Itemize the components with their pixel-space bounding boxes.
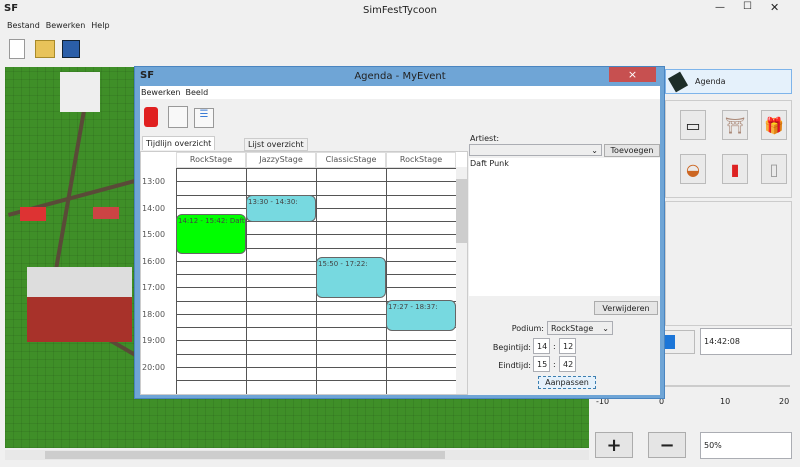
list-view-icon[interactable]: ☰ bbox=[194, 108, 214, 128]
end-hour-input[interactable]: 15 bbox=[533, 356, 550, 372]
agenda-button[interactable]: Agenda bbox=[665, 69, 792, 94]
window-title: SimFestTycoon bbox=[363, 5, 437, 16]
event-block[interactable]: 15:50 - 17:22: bbox=[316, 257, 386, 298]
clock-display: 14:42:08 bbox=[700, 328, 792, 355]
app-logo: SF bbox=[4, 3, 19, 14]
toilet-paper-icon[interactable]: ▯ bbox=[761, 154, 787, 184]
new-file-icon[interactable] bbox=[9, 39, 25, 59]
fries-icon[interactable]: ▮ bbox=[722, 154, 748, 184]
stage-header: RockStage bbox=[176, 152, 246, 168]
podium-select[interactable]: RockStage ⌄ bbox=[547, 321, 613, 335]
timeline-view-icon[interactable] bbox=[168, 106, 188, 128]
artist-label: Artiest: bbox=[470, 134, 500, 143]
stage-building[interactable] bbox=[27, 267, 132, 342]
end-separator: : bbox=[553, 360, 556, 369]
menu-bar: Bestand Bewerken Help bbox=[7, 21, 110, 30]
tick-label: 10 bbox=[720, 397, 731, 406]
gate-icon[interactable]: ⛩ bbox=[722, 110, 748, 140]
begin-hour-input[interactable]: 14 bbox=[533, 338, 550, 354]
list-item[interactable]: Daft Punk bbox=[470, 159, 509, 168]
stage-header: RockStage bbox=[386, 152, 456, 168]
zoom-out-button[interactable]: − bbox=[648, 432, 686, 458]
tab-timeline[interactable]: Tijdlijn overzicht bbox=[142, 136, 216, 150]
grid-column-line bbox=[386, 168, 387, 394]
timeline-scrollbar[interactable] bbox=[456, 167, 467, 394]
trash-icon[interactable] bbox=[144, 107, 158, 127]
end-label: Eindtijd: bbox=[498, 361, 531, 370]
dialog-title: Agenda - MyEvent bbox=[354, 71, 446, 82]
artist-list[interactable]: Daft Punk bbox=[469, 158, 660, 296]
tent[interactable] bbox=[60, 72, 100, 112]
begin-label: Begintijd: bbox=[492, 343, 531, 352]
chevron-down-icon: ⌄ bbox=[591, 145, 598, 155]
save-icon[interactable] bbox=[62, 40, 80, 58]
speed-slider[interactable] bbox=[598, 385, 790, 387]
event-block[interactable]: 17:27 - 18:37: bbox=[386, 299, 456, 331]
dialog-logo: SF bbox=[140, 70, 155, 81]
podium-label: Podium: bbox=[511, 324, 544, 333]
open-folder-icon[interactable] bbox=[35, 40, 55, 58]
hour-label: 19:00 bbox=[142, 336, 166, 345]
tick-label: -10 bbox=[596, 397, 610, 406]
dialog-body: Bewerken Beeld ☰ Tijdlijn overzicht Lijs… bbox=[140, 86, 660, 395]
chevron-down-icon: ⌄ bbox=[602, 323, 609, 333]
maximize-button[interactable]: ☐ bbox=[743, 1, 752, 12]
item-palette bbox=[665, 100, 792, 198]
menu-help[interactable]: Help bbox=[91, 21, 110, 30]
dialog-menu: Bewerken Beeld bbox=[140, 86, 660, 99]
add-artist-button[interactable]: Toevoegen bbox=[604, 144, 660, 157]
agenda-dialog: SF Agenda - MyEvent × Bewerken Beeld ☰ T… bbox=[134, 66, 665, 399]
apply-button[interactable]: Aanpassen bbox=[538, 376, 596, 389]
slider-ticks: -10 0 10 20 bbox=[596, 397, 792, 409]
end-minute-input[interactable]: 42 bbox=[559, 356, 576, 372]
gift-icon[interactable]: 🎁 bbox=[761, 110, 787, 140]
menu-beeld[interactable]: Beeld bbox=[185, 88, 209, 97]
agenda-label: Agenda bbox=[695, 77, 726, 86]
remove-button[interactable]: Verwijderen bbox=[594, 301, 658, 315]
minimize-button[interactable]: — bbox=[715, 2, 725, 13]
podium-value: RockStage bbox=[551, 323, 594, 333]
food-stand[interactable] bbox=[93, 207, 119, 219]
hour-label: 18:00 bbox=[142, 309, 166, 319]
menu-bewerken[interactable]: Bewerken bbox=[141, 88, 181, 97]
grid-column-line bbox=[176, 168, 177, 394]
tick-label: 0 bbox=[659, 397, 665, 406]
dialog-close-button[interactable]: × bbox=[609, 67, 656, 82]
color-button[interactable] bbox=[660, 330, 695, 354]
artist-dropdown[interactable]: ⌄ bbox=[469, 144, 602, 156]
grid-column-line bbox=[246, 168, 247, 394]
hour-label: 15:00 bbox=[142, 230, 166, 239]
hour-label: 16:00 bbox=[142, 256, 166, 266]
begin-separator: : bbox=[553, 342, 556, 351]
close-button[interactable]: ✕ bbox=[770, 1, 780, 14]
timeline-grid[interactable]: RockStage JazzyStage ClassicStage RockStage… bbox=[140, 151, 468, 395]
tab-list[interactable]: Lijst overzicht bbox=[244, 138, 308, 151]
hour-label: 14:00 bbox=[142, 203, 166, 213]
stage-header: JazzyStage bbox=[246, 152, 316, 168]
event-block[interactable]: 14:12 - 15:42: Daft Punk bbox=[176, 213, 246, 254]
event-block[interactable]: 13:30 - 14:30: bbox=[246, 195, 316, 222]
road-icon[interactable]: ▭ bbox=[680, 110, 706, 140]
zoom-level: 50% bbox=[700, 432, 792, 459]
info-panel bbox=[665, 201, 792, 326]
menu-bestand[interactable]: Bestand bbox=[7, 21, 40, 30]
hour-label: 13:00 bbox=[142, 177, 166, 186]
menu-bewerken[interactable]: Bewerken bbox=[45, 21, 86, 30]
stage-header: ClassicStage bbox=[316, 152, 386, 168]
hour-label: 17:00 bbox=[142, 283, 166, 292]
fries-stand[interactable] bbox=[20, 207, 46, 221]
agenda-book-icon bbox=[667, 71, 689, 92]
tick-label: 20 bbox=[779, 397, 790, 406]
zoom-in-button[interactable]: + bbox=[595, 432, 633, 458]
hour-label: 20:00 bbox=[142, 362, 166, 372]
begin-minute-input[interactable]: 12 bbox=[559, 338, 576, 354]
hotdog-icon[interactable]: ◒ bbox=[680, 154, 706, 184]
map-horizontal-scrollbar[interactable] bbox=[5, 450, 589, 460]
